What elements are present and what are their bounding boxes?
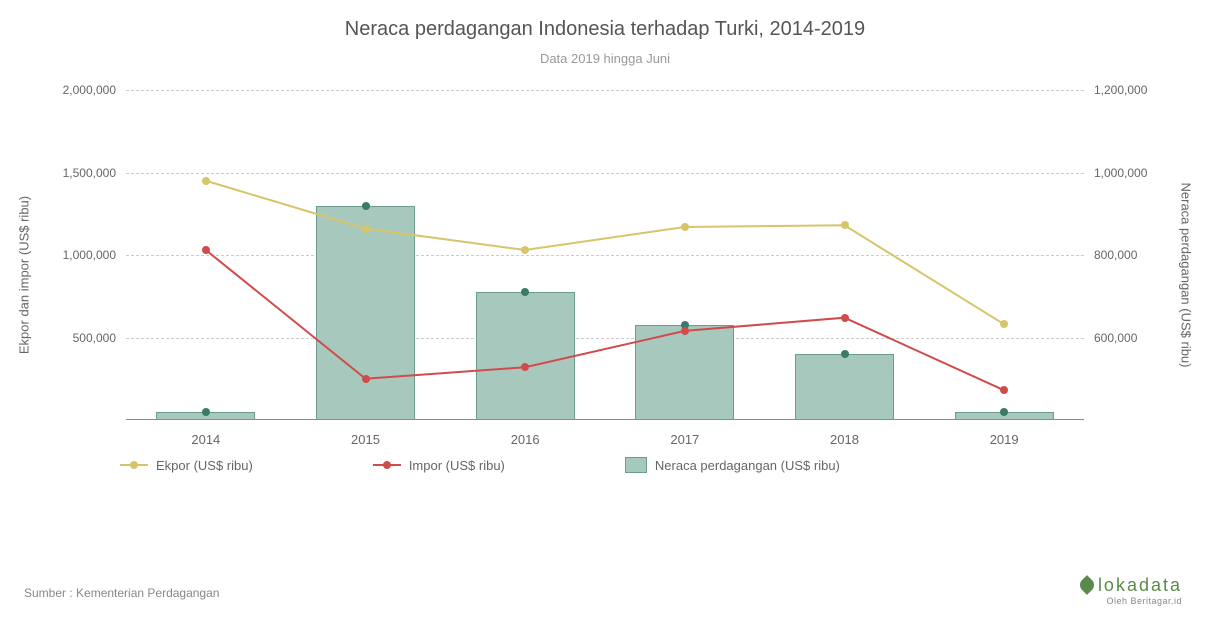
dot-ekspor [1000, 320, 1008, 328]
legend-item-ekspor: Ekpor (US$ ribu) [120, 458, 253, 473]
plot-area: 500,0001,000,0001,500,0002,000,000600,00… [126, 90, 1084, 420]
dot-ekspor [202, 177, 210, 185]
ytick-right: 600,000 [1094, 331, 1137, 345]
legend-line-icon [120, 464, 148, 466]
chart-subtitle: Data 2019 hingga Juni [0, 51, 1210, 66]
dot-impor [841, 314, 849, 322]
ytick-right: 1,000,000 [1094, 166, 1147, 180]
leaf-icon [1077, 575, 1097, 595]
chart-title: Neraca perdagangan Indonesia terhadap Tu… [0, 0, 1210, 41]
legend: Ekpor (US$ ribu) Impor (US$ ribu) Neraca p… [120, 445, 1090, 485]
legend-box-icon [625, 457, 647, 473]
y-axis-right-label: Neraca perdagangan (US$ ribu) [1179, 183, 1194, 368]
ytick-right: 1,200,000 [1094, 83, 1147, 97]
ytick-left: 1,500,000 [63, 166, 116, 180]
source-text: Sumber : Kementerian Perdagangan [24, 586, 219, 600]
chart-container: Ekpor dan impor (US$ ribu) Neraca perdag… [36, 90, 1174, 460]
legend-label: Neraca perdagangan (US$ ribu) [655, 458, 840, 473]
brand-name-text: lokadata [1098, 575, 1182, 595]
legend-dot-icon [383, 461, 391, 469]
dot-ekspor [841, 221, 849, 229]
line-impor [206, 250, 1004, 390]
y-axis-left-label: Ekpor dan impor (US$ ribu) [17, 196, 32, 354]
dot-impor [362, 375, 370, 383]
dot-ekspor [362, 225, 370, 233]
dot-ekspor [521, 246, 529, 254]
ytick-left: 500,000 [73, 331, 116, 345]
dot-ekspor [681, 223, 689, 231]
legend-item-impor: Impor (US$ ribu) [373, 458, 505, 473]
ytick-left: 2,000,000 [63, 83, 116, 97]
ytick-right: 800,000 [1094, 248, 1137, 262]
legend-line-icon [373, 464, 401, 466]
legend-label: Impor (US$ ribu) [409, 458, 505, 473]
line-ekspor [206, 181, 1004, 325]
dot-impor [681, 327, 689, 335]
legend-label: Ekpor (US$ ribu) [156, 458, 253, 473]
legend-item-neraca: Neraca perdagangan (US$ ribu) [625, 457, 840, 473]
ytick-left: 1,000,000 [63, 248, 116, 262]
brand-name: lokadata [1080, 575, 1182, 596]
dot-impor [1000, 386, 1008, 394]
brand-logo: lokadata Oleh Beritagar.id [1080, 575, 1182, 606]
dot-impor [521, 363, 529, 371]
legend-dot-icon [130, 461, 138, 469]
dot-impor [202, 246, 210, 254]
brand-tagline: Oleh Beritagar.id [1080, 596, 1182, 606]
